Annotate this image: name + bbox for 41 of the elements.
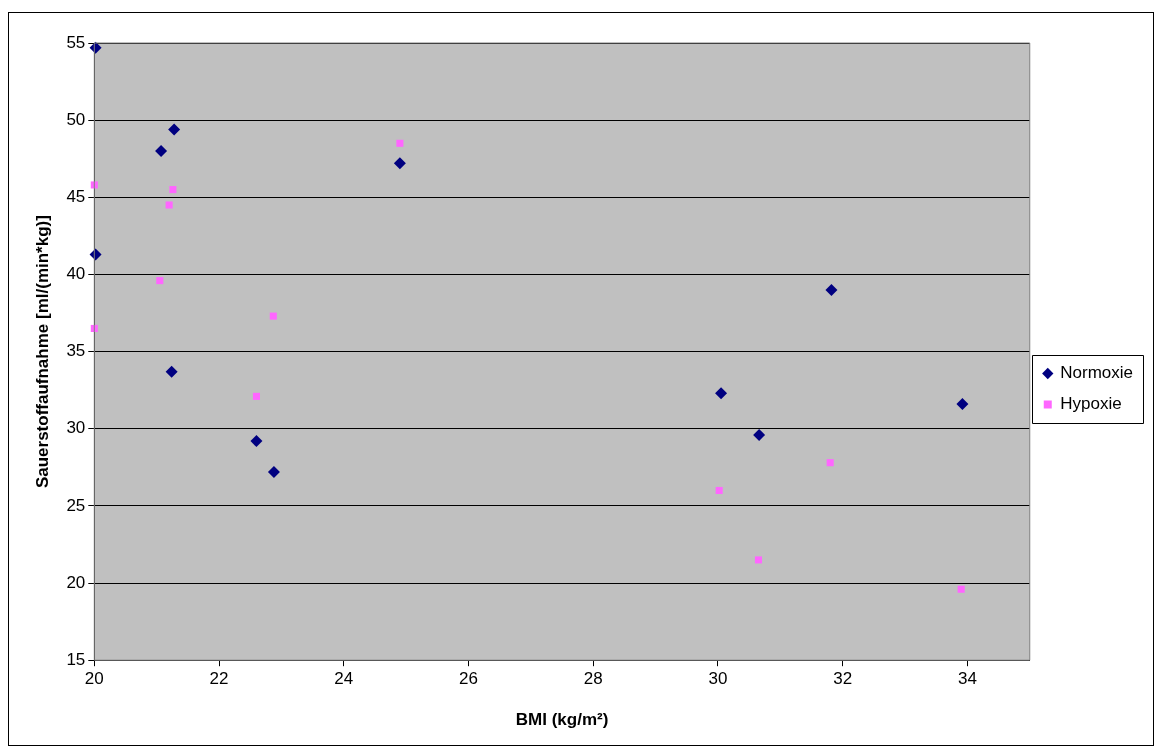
point [825,283,838,296]
x-tick-label: 20 [84,669,104,689]
point [826,459,834,467]
x-tick-label: 22 [209,669,229,689]
point [267,465,280,478]
point [165,201,173,209]
point [165,365,178,378]
y-tick-label: 40 [66,264,86,284]
x-tick-label: 28 [583,669,603,689]
point [957,585,965,593]
y-tick-label: 55 [66,32,86,52]
y-tick-label: 50 [66,109,86,129]
y-tick-label: 15 [66,649,86,669]
x-tick-label: 24 [334,669,354,689]
point [169,186,177,194]
point [956,398,969,411]
point [396,139,404,147]
point [252,392,260,400]
point [156,277,164,285]
y-tick-label: 25 [66,495,86,515]
x-tick-label: 34 [957,669,977,689]
y-axis-title: Sauerstoffaufnahme [ml/(min*kg)] [32,215,52,489]
x-tick-label: 32 [833,669,853,689]
y-tick-label: 45 [66,186,86,206]
legend-label: Hypoxie [1060,394,1122,414]
y-tick-label: 35 [66,341,86,361]
point [393,157,406,170]
y-tick-label: 30 [66,418,86,438]
point [753,428,766,441]
x-tick-label: 30 [708,669,728,689]
point [250,435,263,448]
x-axis-title: BMI (kg/m²) [515,710,609,730]
y-tick-label: 20 [66,572,86,592]
point [715,486,723,495]
point [168,123,181,136]
point [155,145,168,158]
x-tick-label: 26 [459,669,478,689]
point [754,556,763,564]
point [269,312,277,320]
legend-label: Normoxie [1060,363,1134,383]
point [715,387,728,400]
